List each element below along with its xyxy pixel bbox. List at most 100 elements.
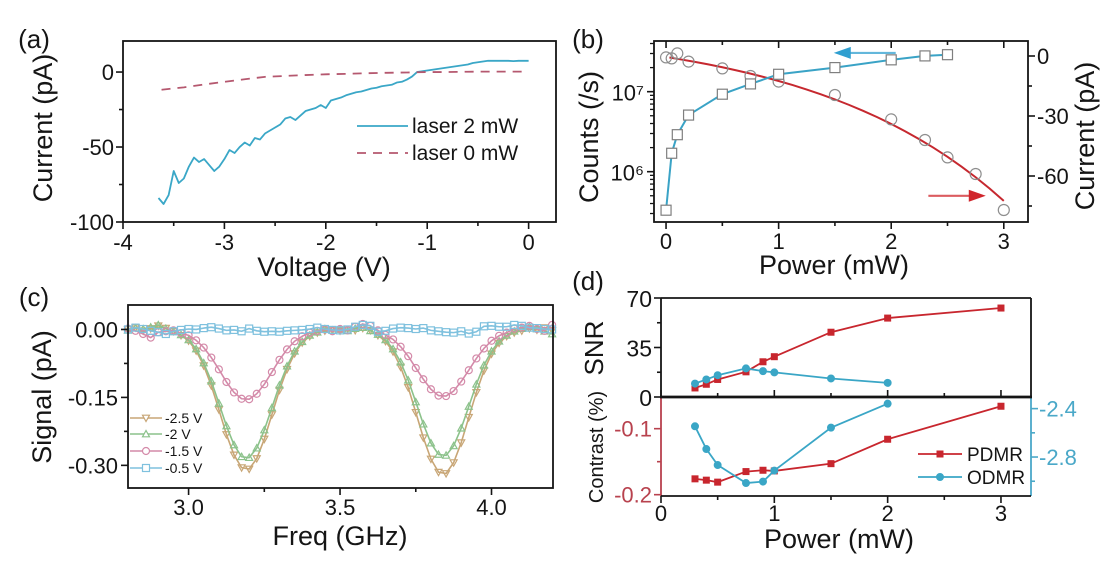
x-tick-label: 3.5 <box>325 495 356 520</box>
legend-label: -2 V <box>165 426 191 442</box>
contrast-right-tick-label: -2.4 <box>1039 397 1077 422</box>
data-point <box>290 337 299 346</box>
panel-a: -4 -3 -2 -1 0 -100 -50 0 Voltage (V) Current (pA)… <box>18 24 557 282</box>
x-axis-title: Power (mW) <box>764 524 914 554</box>
legend-marker <box>141 463 151 473</box>
contrast-left-tick-label: -0.2 <box>614 483 652 508</box>
legend-label: -0.5 V <box>165 460 203 476</box>
data-point <box>244 452 254 462</box>
legend-label: PDMR <box>967 445 1023 466</box>
data-point-current <box>682 55 695 68</box>
data-point <box>487 336 496 345</box>
data-point-counts <box>773 68 785 80</box>
data-point <box>214 398 224 407</box>
data-point <box>741 364 750 373</box>
panel-b: 0 1 2 3 10⁶ 10⁷ 0 -30 -60 Power (mW) Counts (/s) Cu… <box>572 24 1100 280</box>
data-point-current <box>941 151 954 164</box>
data-point <box>282 345 292 354</box>
x-tick-label: 3 <box>995 501 1007 526</box>
data-point <box>252 455 262 464</box>
data-point <box>702 476 710 484</box>
data-point <box>426 455 436 464</box>
series-line <box>694 402 889 484</box>
arrow-head <box>968 189 986 202</box>
data-point <box>441 391 451 401</box>
data-point <box>267 367 276 377</box>
data-point <box>252 443 262 452</box>
data-point <box>770 466 779 475</box>
data-point <box>441 470 451 479</box>
data-point <box>449 441 459 450</box>
panel-label: (c) <box>19 282 49 312</box>
y-tick-label: -50 <box>82 135 114 160</box>
x-axis-title: Power (mW) <box>759 250 909 280</box>
arrow-head <box>833 46 851 59</box>
data-point <box>449 459 459 468</box>
data-point <box>252 389 261 398</box>
snr-subplot <box>690 304 1005 392</box>
data-point <box>418 419 428 428</box>
series-1-5-v <box>123 319 557 404</box>
data-point <box>714 478 722 486</box>
data-point <box>298 332 307 341</box>
data-point <box>404 352 413 361</box>
series-line-laser-0-mw <box>161 70 529 91</box>
data-point <box>297 336 307 346</box>
data-point <box>214 365 223 374</box>
data-point <box>464 413 474 423</box>
data-point <box>260 380 269 389</box>
data-point <box>191 344 201 353</box>
y-tick-label-right: -60 <box>1037 164 1069 189</box>
panel-label: (a) <box>18 24 50 54</box>
series-line <box>127 324 553 335</box>
data-point <box>433 468 444 477</box>
data-point <box>229 451 239 460</box>
x-tick-label: 3.0 <box>173 495 204 520</box>
data-point <box>759 358 767 366</box>
series-contrast-odmr <box>690 399 892 488</box>
data-point <box>494 336 504 345</box>
data-point-current <box>969 167 982 181</box>
data-point-current <box>918 133 932 147</box>
data-point <box>770 353 778 361</box>
data-point <box>441 450 451 459</box>
data-point <box>713 371 722 380</box>
panel-label: (d) <box>572 266 604 296</box>
data-point <box>396 342 405 351</box>
data-point <box>884 435 892 443</box>
legend-label: -1.5 V <box>165 443 203 459</box>
snr-axis-title: SNR <box>579 321 609 376</box>
data-point-counts <box>744 78 757 90</box>
data-point <box>282 361 292 370</box>
data-point <box>742 468 750 476</box>
data-point <box>702 375 711 384</box>
data-point <box>456 423 466 432</box>
data-point <box>502 328 511 337</box>
data-point <box>456 439 466 448</box>
data-point-current <box>885 113 898 126</box>
series-line <box>694 367 888 385</box>
data-point <box>464 401 474 410</box>
data-point-counts <box>660 204 672 216</box>
legend-label: -2.5 V <box>165 410 203 426</box>
x-tick-label: 0 <box>655 501 667 526</box>
data-point <box>267 403 277 412</box>
data-point <box>237 464 247 473</box>
x-axis-title: Voltage (V) <box>257 252 391 282</box>
data-point <box>222 377 231 387</box>
data-point-current <box>671 47 684 60</box>
data-point <box>494 331 504 340</box>
legend-label: laser 2 mW <box>412 115 518 138</box>
data-point <box>373 329 383 338</box>
data-point-counts <box>829 61 841 74</box>
data-point <box>259 435 269 444</box>
series-line <box>694 405 1002 484</box>
series-0-5-v <box>123 320 557 339</box>
x-tick-label: -4 <box>113 230 133 255</box>
data-point <box>741 479 750 488</box>
data-point-counts <box>941 49 954 61</box>
data-point <box>426 438 436 447</box>
